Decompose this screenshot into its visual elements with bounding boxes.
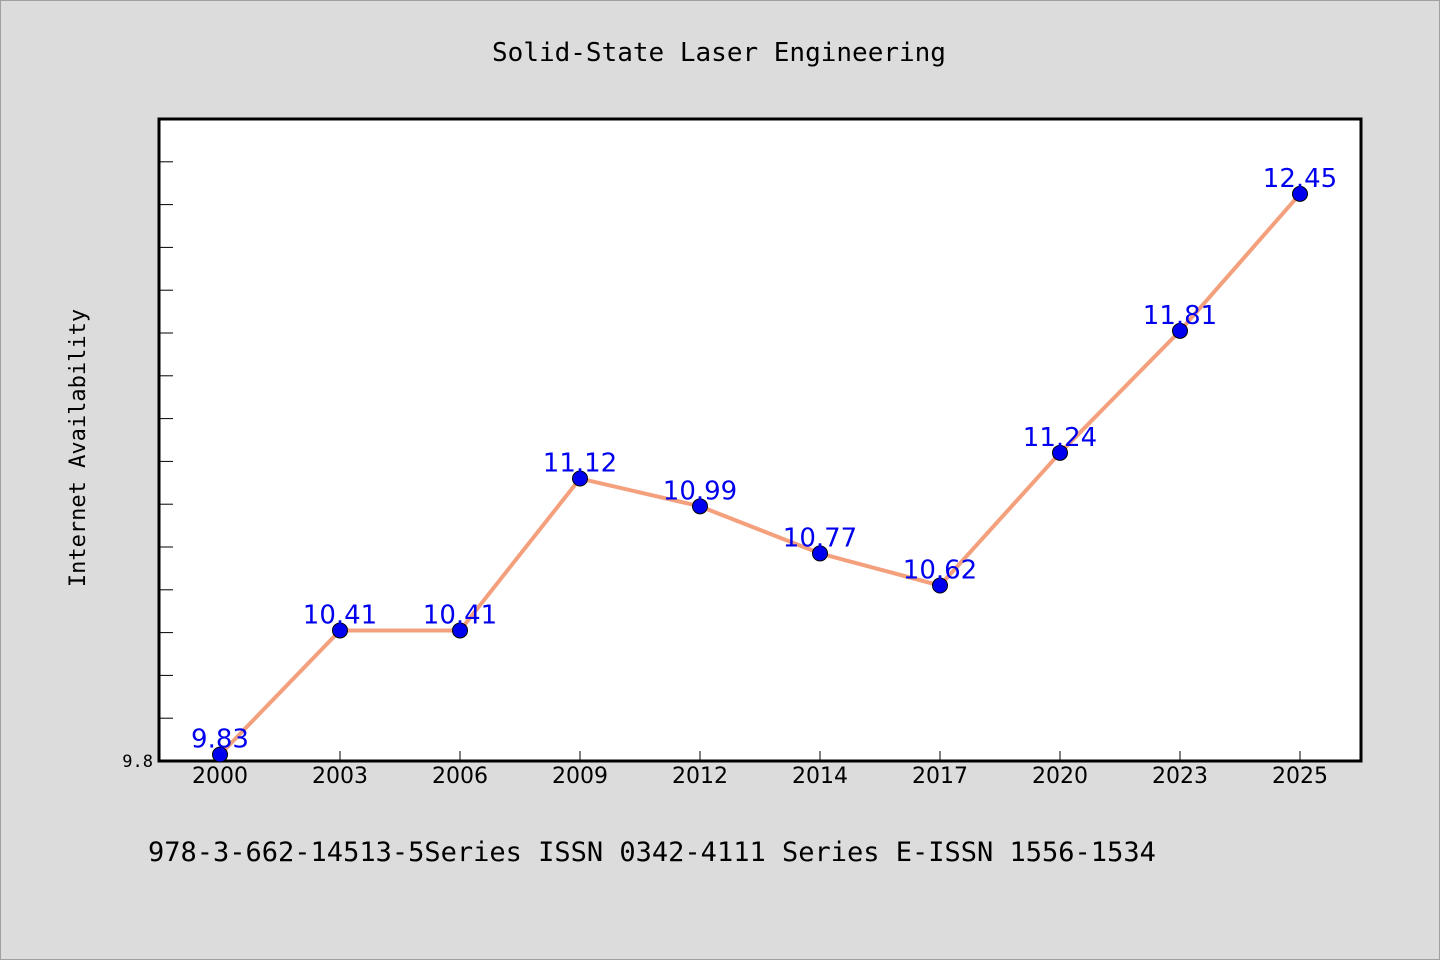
data-labels: 9.83 10.41 10.41 11.12 10.99 10.77 10.62 11.24 1… bbox=[191, 164, 1337, 755]
data-point bbox=[332, 622, 348, 639]
data-label: 12.45 bbox=[1263, 164, 1337, 194]
x-tick-label: 2009 bbox=[552, 764, 608, 789]
data-label: 10.62 bbox=[903, 556, 977, 586]
data-label: 10.41 bbox=[423, 600, 497, 630]
data-point bbox=[692, 498, 708, 515]
data-point bbox=[452, 622, 468, 639]
x-tick-label: 2000 bbox=[192, 764, 248, 789]
series-markers bbox=[212, 185, 1308, 763]
data-label: 10.77 bbox=[783, 523, 857, 553]
data-label: 9.83 bbox=[191, 725, 249, 755]
x-tick-label: 2014 bbox=[792, 764, 848, 789]
y-axis-ticks: 9.8 bbox=[122, 161, 173, 772]
x-tick-label: 2012 bbox=[672, 764, 728, 789]
data-point bbox=[212, 746, 228, 763]
y-tick-label: 9.8 bbox=[122, 752, 153, 772]
data-label: 11.12 bbox=[543, 449, 617, 479]
data-point bbox=[1292, 185, 1308, 202]
data-point bbox=[1172, 322, 1188, 339]
x-tick-label: 2020 bbox=[1032, 764, 1088, 789]
plot-area bbox=[157, 117, 1363, 763]
data-label: 11.24 bbox=[1023, 423, 1097, 453]
data-point bbox=[1052, 444, 1068, 461]
series-line bbox=[218, 192, 1302, 756]
data-point bbox=[572, 470, 588, 487]
x-tick-label: 2017 bbox=[912, 764, 968, 789]
x-axis-ticks: 2000 2003 2006 2009 2012 2014 2017 2020 2023 2025 bbox=[192, 751, 1328, 789]
data-label: 10.41 bbox=[303, 600, 377, 630]
data-point bbox=[812, 545, 828, 562]
footer-text: 978-3-662-14513-5Series ISSN 0342-4111 S… bbox=[148, 837, 1156, 868]
chart-title: Solid-State Laser Engineering bbox=[492, 38, 946, 68]
x-tick-label: 2006 bbox=[432, 764, 488, 789]
x-tick-label: 2025 bbox=[1272, 764, 1328, 789]
data-point bbox=[932, 577, 948, 594]
y-axis-label: Internet Availability bbox=[66, 309, 91, 587]
x-tick-label: 2003 bbox=[312, 764, 368, 789]
series-line-group bbox=[218, 192, 1302, 756]
data-label: 10.99 bbox=[663, 476, 737, 506]
x-tick-label: 2023 bbox=[1152, 764, 1208, 789]
data-label: 11.81 bbox=[1143, 301, 1217, 331]
